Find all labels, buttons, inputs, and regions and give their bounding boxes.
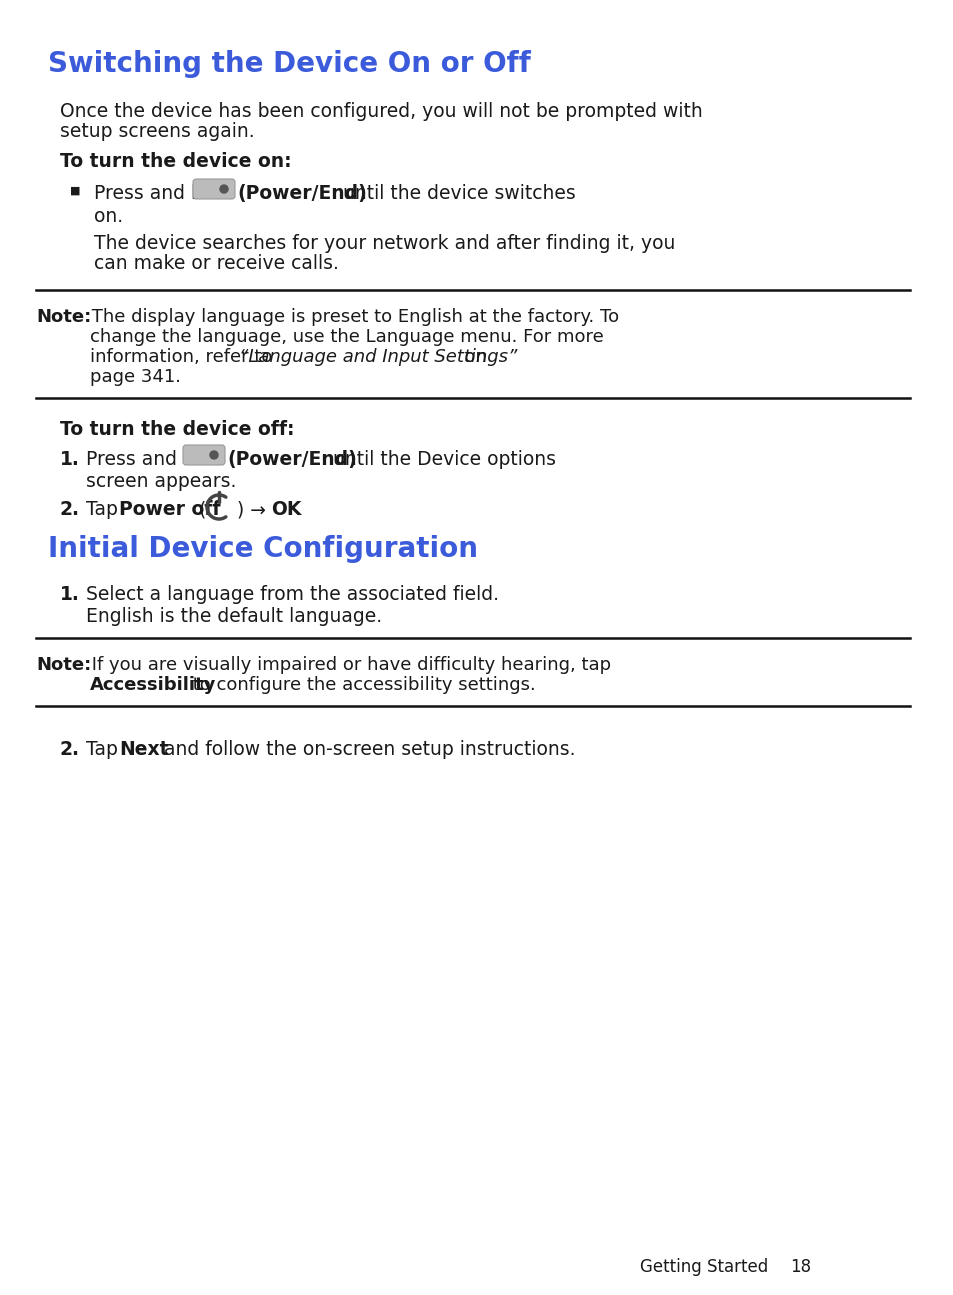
Text: 1.: 1.: [60, 585, 80, 603]
Text: Accessibility: Accessibility: [90, 676, 216, 694]
Text: Once the device has been configured, you will not be prompted with: Once the device has been configured, you…: [60, 102, 702, 120]
Text: To turn the device on:: To turn the device on:: [60, 152, 292, 171]
FancyBboxPatch shape: [193, 179, 234, 199]
Text: Next: Next: [119, 739, 169, 759]
Text: Tap: Tap: [86, 500, 124, 519]
Text: 18: 18: [789, 1257, 810, 1276]
Text: 2.: 2.: [60, 739, 80, 759]
Text: Initial Device Configuration: Initial Device Configuration: [48, 535, 477, 563]
Text: Switching the Device On or Off: Switching the Device On or Off: [48, 51, 530, 78]
Text: until the device switches: until the device switches: [336, 184, 576, 203]
Text: screen appears.: screen appears.: [86, 471, 236, 491]
Text: Note:: Note:: [36, 308, 91, 326]
Text: English is the default language.: English is the default language.: [86, 607, 382, 625]
Text: setup screens again.: setup screens again.: [60, 122, 254, 141]
Text: If you are visually impaired or have difficulty hearing, tap: If you are visually impaired or have dif…: [86, 657, 611, 673]
Text: (: (: [193, 500, 206, 519]
Text: Power off: Power off: [119, 500, 220, 519]
Text: ■: ■: [70, 186, 80, 196]
Text: Getting Started: Getting Started: [639, 1257, 767, 1276]
Text: change the language, use the Language menu. For more: change the language, use the Language me…: [90, 328, 603, 346]
Text: To turn the device off:: To turn the device off:: [60, 420, 294, 439]
Text: until the Device options: until the Device options: [327, 449, 556, 469]
Text: to configure the accessibility settings.: to configure the accessibility settings.: [187, 676, 536, 694]
Text: The display language is preset to English at the factory. To: The display language is preset to Englis…: [86, 308, 618, 326]
Text: Note:: Note:: [36, 657, 91, 673]
Text: information, refer to: information, refer to: [90, 348, 278, 366]
Text: on: on: [453, 348, 486, 366]
Text: (Power/End): (Power/End): [227, 449, 356, 469]
Text: Press and hold: Press and hold: [86, 449, 223, 469]
Circle shape: [210, 451, 218, 458]
Text: and follow the on-screen setup instructions.: and follow the on-screen setup instructi…: [158, 739, 575, 759]
Text: can make or receive calls.: can make or receive calls.: [94, 254, 338, 273]
Text: Tap: Tap: [86, 739, 124, 759]
Text: 1.: 1.: [60, 449, 80, 469]
Text: ) →: ) →: [236, 500, 272, 519]
Text: (Power/End): (Power/End): [236, 184, 366, 203]
Text: “Language and Input Settings”: “Language and Input Settings”: [239, 348, 517, 366]
Text: The device searches for your network and after finding it, you: The device searches for your network and…: [94, 234, 675, 253]
Text: Select a language from the associated field.: Select a language from the associated fi…: [86, 585, 498, 603]
Text: OK: OK: [271, 500, 301, 519]
Text: 2.: 2.: [60, 500, 80, 519]
Text: .: .: [295, 500, 301, 519]
Text: page 341.: page 341.: [90, 368, 181, 386]
Circle shape: [220, 185, 228, 193]
Text: Press and hold: Press and hold: [94, 184, 231, 203]
Text: on.: on.: [94, 207, 123, 227]
FancyBboxPatch shape: [183, 445, 225, 465]
